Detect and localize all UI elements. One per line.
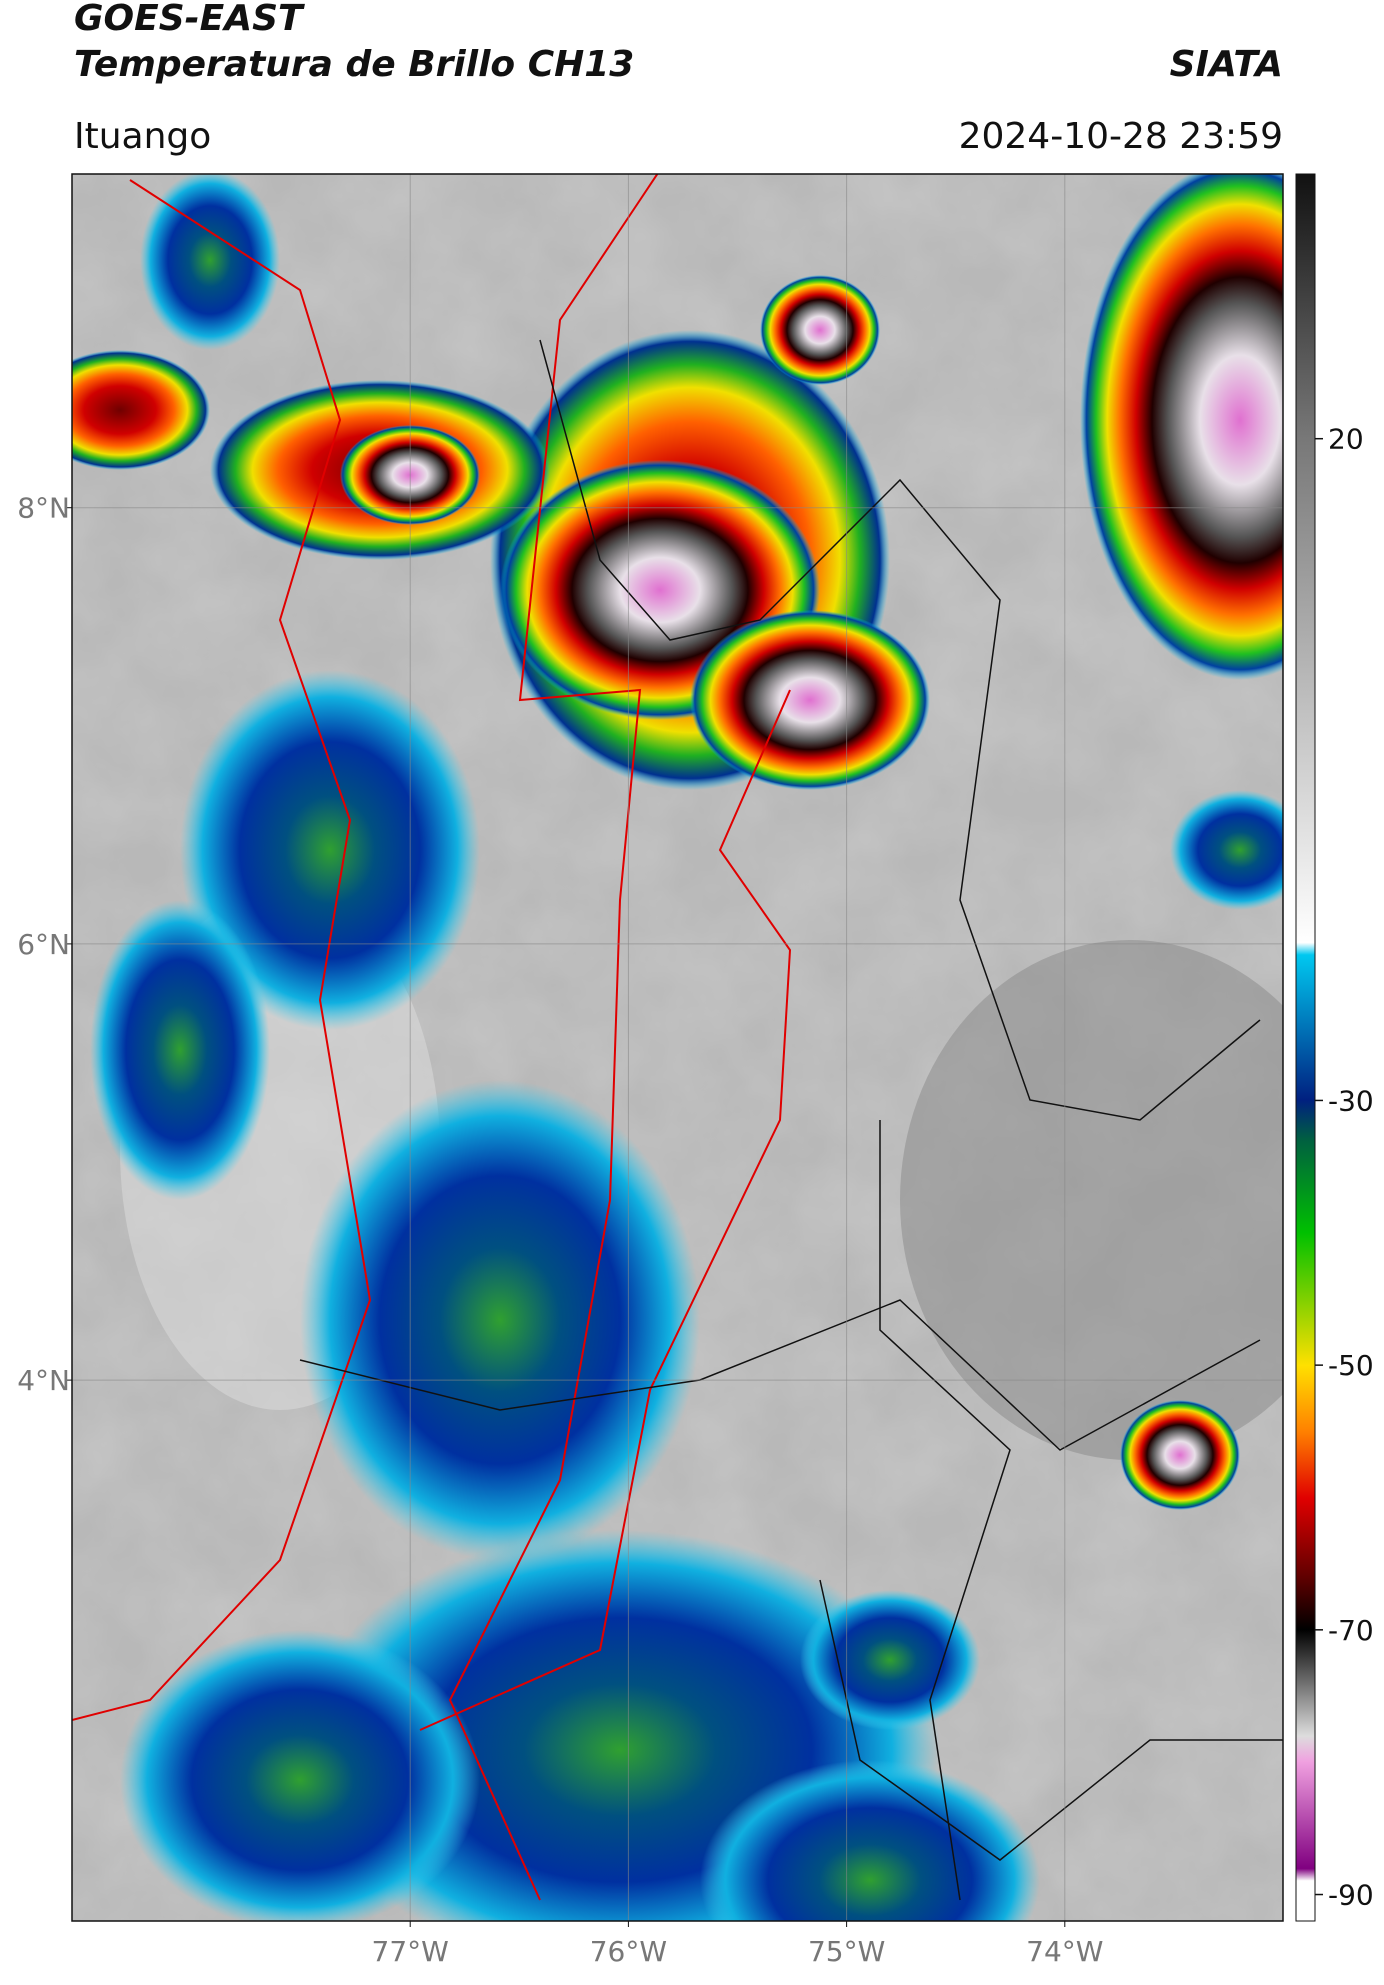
cloud-band	[180, 670, 480, 1030]
cloud-band	[700, 1760, 1040, 1921]
colorbar-tick-label: -70	[1328, 1614, 1374, 1647]
cloud-band	[1170, 790, 1283, 910]
y-tick-label: 4°N	[17, 1364, 70, 1397]
title-line1: GOES-EAST	[74, 0, 305, 39]
colorbar	[1295, 173, 1316, 1922]
boundary	[419, 689, 792, 1731]
warm-area	[900, 940, 1283, 1460]
colorbar-tick-label: -50	[1328, 1349, 1374, 1382]
colorbar-tick-label: -90	[1328, 1879, 1374, 1912]
x-tick-label: 75°W	[808, 1935, 885, 1968]
x-tick-label: 77°W	[372, 1935, 449, 1968]
admin-border	[879, 1120, 1011, 1901]
cloud-band	[120, 1630, 480, 1921]
storm-core	[1080, 174, 1283, 680]
source: SIATA	[1170, 44, 1283, 85]
region: Ituango	[74, 116, 211, 157]
map-frame	[71, 173, 1284, 1922]
admin-border	[299, 1299, 1261, 1451]
boundary	[448, 174, 659, 1901]
cloud-band	[300, 1080, 700, 1560]
datetime: 2024-10-28 23:59	[959, 116, 1283, 157]
title-line2: Temperatura de Brillo CH13	[74, 44, 634, 85]
colorbar-tick-label: 20	[1328, 423, 1364, 456]
storm-core	[1120, 1400, 1240, 1510]
storm	[72, 350, 210, 470]
cloud-band	[90, 900, 270, 1200]
storm-core	[690, 610, 930, 790]
x-tick-label: 74°W	[1026, 1935, 1103, 1968]
cloud-band	[140, 174, 280, 350]
storm-core	[760, 275, 880, 385]
coastline	[72, 179, 372, 1721]
colorbar-tick-label: -30	[1328, 1084, 1374, 1117]
admin-border	[539, 339, 1261, 1121]
x-tick-label: 76°W	[590, 1935, 667, 1968]
map	[72, 174, 1283, 1921]
y-tick-label: 6°N	[17, 928, 70, 961]
y-tick-label: 8°N	[17, 492, 70, 525]
